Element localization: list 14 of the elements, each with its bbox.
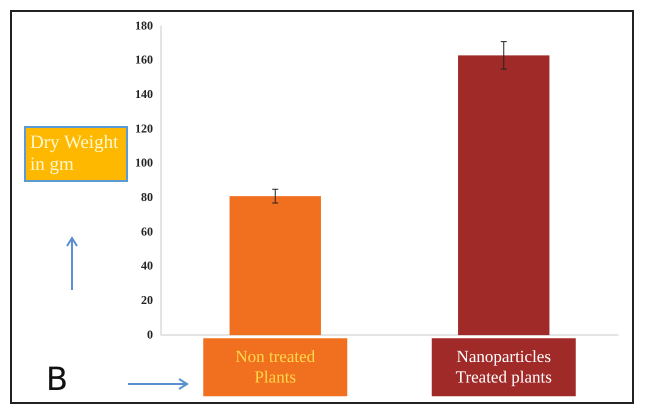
- y-tick-label: 140: [135, 86, 153, 101]
- x-tick-label: Non treated Plants: [235, 346, 316, 386]
- y-tick-label: 20: [141, 292, 153, 307]
- y-tick-label: 40: [141, 258, 153, 273]
- text: B: [46, 360, 68, 398]
- y-tick-label: 180: [135, 18, 153, 32]
- y-tick-label: 80: [141, 190, 153, 204]
- y-tick-label: 60: [141, 224, 153, 238]
- y-tick-label: 160: [135, 52, 153, 67]
- x-tick-label: Nanoparticles Treated plants: [456, 346, 552, 386]
- y-tick-label: 0: [147, 327, 153, 342]
- y-tick-label: 100: [135, 156, 153, 170]
- y-axis-title: Dry Weight in gm: [24, 126, 128, 182]
- y-tick-label: 120: [135, 121, 153, 136]
